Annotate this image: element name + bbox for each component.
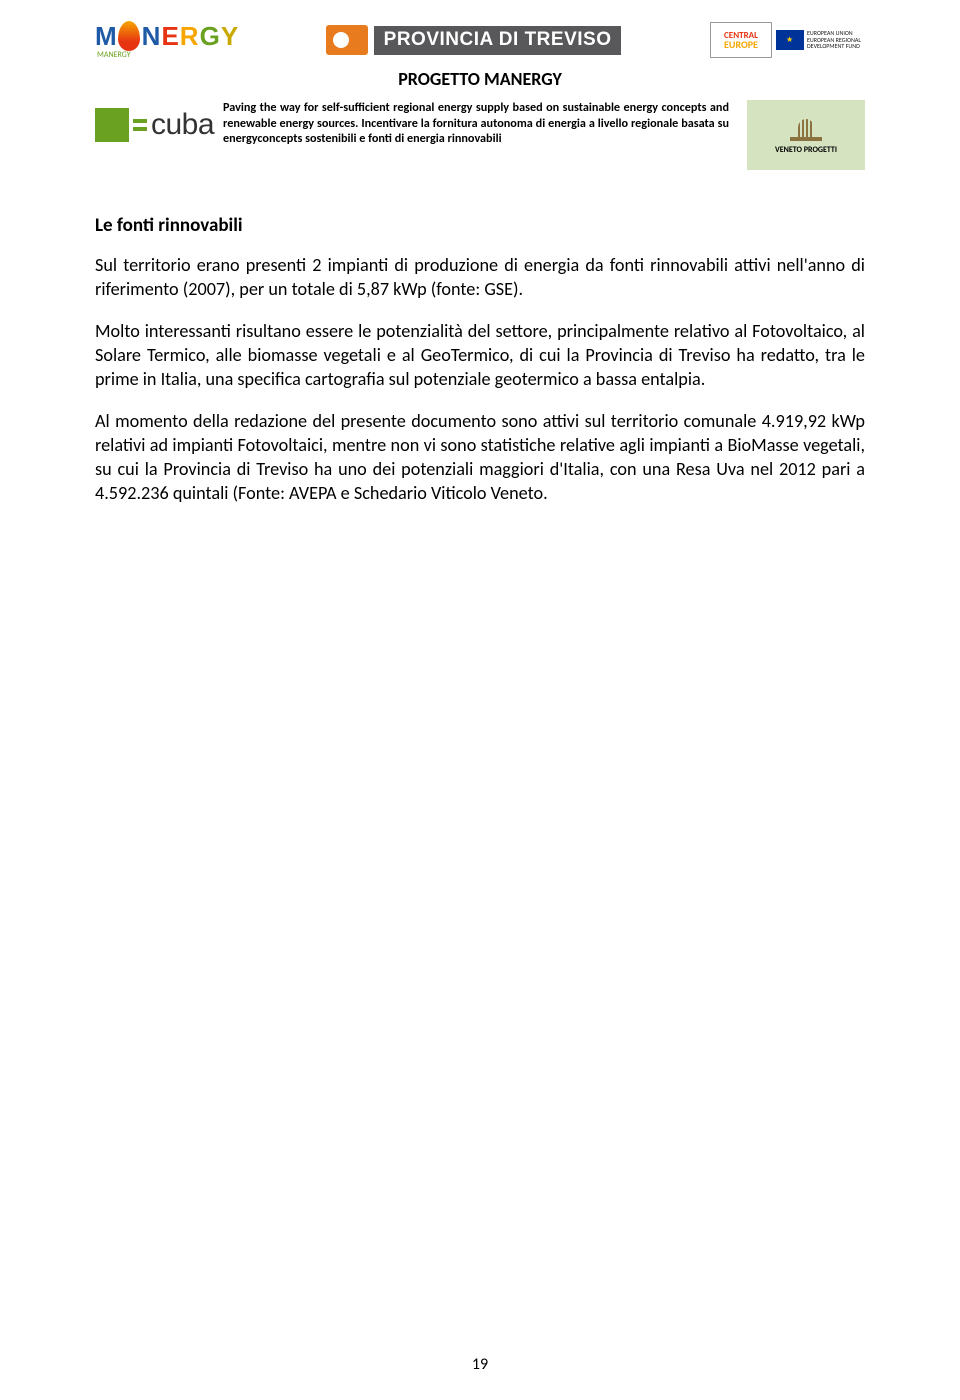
header-logos-row: M N E R G Y MANERGY PROVINCIA DI TREVISO… xyxy=(95,18,865,62)
central-europe-logo: CENTRAL EUROPE xyxy=(710,22,772,58)
cuba-logo: cuba xyxy=(95,100,205,142)
paragraph: Sul territorio erano presenti 2 impianti… xyxy=(95,253,865,301)
section-heading: Le fonti rinnovabili xyxy=(95,214,865,237)
manergy-letter: R xyxy=(180,21,198,52)
manergy-logo: M N E R G Y MANERGY xyxy=(95,21,237,60)
manergy-letter: G xyxy=(200,21,219,52)
provincia-text: PROVINCIA DI TREVISO xyxy=(374,26,622,55)
veneto-icon xyxy=(790,115,822,141)
subheader-row: cuba Paving the way for self-sufficient … xyxy=(95,100,865,170)
paragraph: Molto interessanti risultano essere le p… xyxy=(95,319,865,391)
doc-title-row: PROGETTO MANERGY xyxy=(95,68,865,90)
cuba-text: cuba xyxy=(151,108,214,142)
eu-logo-group: CENTRAL EUROPE EUROPEAN UNION EUROPEAN R… xyxy=(710,22,865,58)
manergy-letter: Y xyxy=(221,21,237,52)
header-description: Paving the way for self-sufficient regio… xyxy=(223,100,729,147)
provincia-logo: PROVINCIA DI TREVISO xyxy=(326,25,622,55)
paragraph: Al momento della redazione del presente … xyxy=(95,409,865,505)
manergy-letter: N xyxy=(142,21,160,52)
eu-text: EUROPEAN UNION EUROPEAN REGIONAL DEVELOP… xyxy=(807,30,865,50)
cuba-bars-icon xyxy=(133,113,147,137)
page-number: 19 xyxy=(0,1355,960,1374)
manergy-letter: M xyxy=(95,21,116,52)
body-content: Le fonti rinnovabili Sul territorio eran… xyxy=(95,214,865,505)
cuba-square-icon xyxy=(95,108,129,142)
doc-title: PROGETTO MANERGY xyxy=(398,68,562,90)
manergy-letter: E xyxy=(161,21,177,52)
veneto-label: VENETO PROGETTI xyxy=(775,145,837,155)
manergy-subtext: MANERGY xyxy=(97,50,131,60)
veneto-logo: VENETO PROGETTI xyxy=(747,100,865,170)
eu-flag-icon xyxy=(776,30,804,50)
provincia-badge-icon xyxy=(326,25,368,55)
flame-icon xyxy=(118,21,140,51)
